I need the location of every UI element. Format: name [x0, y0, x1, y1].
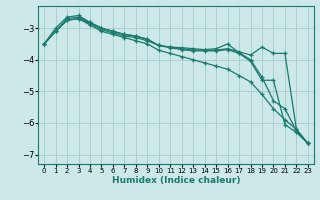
X-axis label: Humidex (Indice chaleur): Humidex (Indice chaleur): [112, 176, 240, 185]
